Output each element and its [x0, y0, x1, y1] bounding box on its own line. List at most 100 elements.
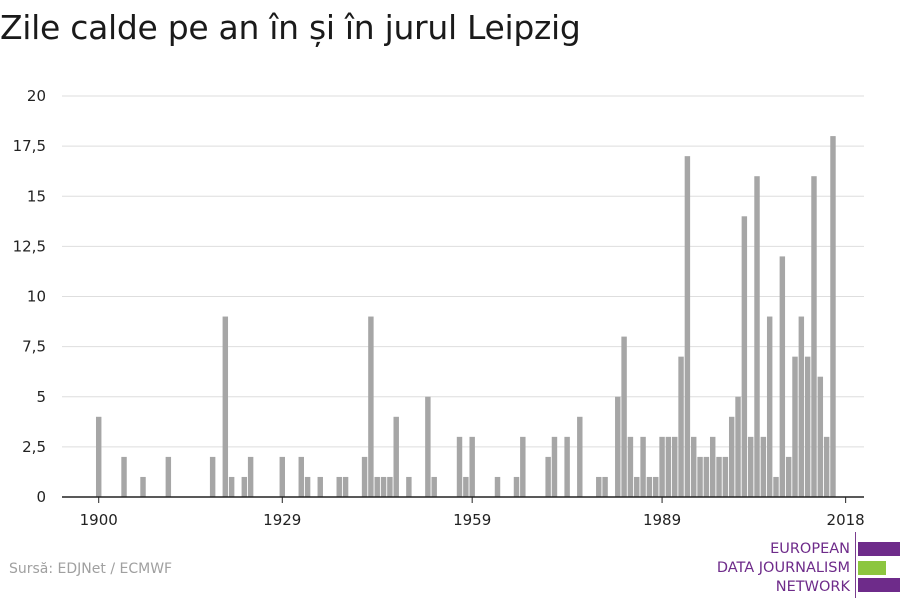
bar-1994 [691, 436, 697, 497]
logo-divider [855, 532, 856, 598]
bar-1944 [374, 476, 380, 497]
bar-1997 [709, 436, 716, 497]
bar-1945 [380, 476, 387, 497]
bar-1999 [722, 456, 729, 497]
bar-1984 [627, 436, 634, 497]
logo-bar-bottom [858, 578, 900, 592]
bar-1958 [463, 476, 469, 497]
bar-1980 [602, 476, 608, 497]
bar-2005 [760, 436, 767, 497]
x-tick-label: 1900 [80, 511, 118, 529]
bar-1924 [247, 456, 254, 497]
logo-line-2: DATA JOURNALISM [716, 560, 850, 576]
bar-1998 [716, 456, 722, 497]
bar-1990 [665, 436, 672, 497]
source-note: Sursă: EDJNet / ECMWF [9, 561, 173, 577]
bar-1983 [621, 336, 627, 497]
bar-1963 [494, 476, 501, 497]
bar-1974 [564, 436, 570, 497]
bar-1911 [165, 456, 172, 497]
bar-1929 [279, 456, 285, 497]
bar-2007 [773, 476, 779, 497]
bar-1920 [222, 316, 229, 497]
logo-line-1: EUROPEAN [770, 541, 850, 557]
bar-1938 [336, 476, 342, 497]
y-tick-label: 2,5 [22, 438, 46, 456]
bar-1947 [393, 416, 399, 497]
axes: 0 2,5 5 7,5 10 12,5 15 17,5 20 1900 1929 1959 1989 20… [13, 87, 865, 529]
bar-1985 [634, 476, 640, 497]
bar-1971 [545, 456, 551, 497]
x-tick-label: 1989 [643, 511, 681, 529]
x-tick-label: 2018 [827, 511, 865, 529]
bar-1987 [646, 476, 653, 497]
x-tick-label: 1959 [453, 511, 491, 529]
bar-1900 [95, 416, 102, 497]
bar-2011 [798, 316, 805, 497]
bar-2008 [779, 256, 786, 497]
bar-1959 [469, 436, 475, 497]
y-tick-label: 7,5 [22, 338, 46, 356]
bar-1923 [241, 476, 248, 497]
bar-1907 [140, 476, 146, 497]
bar-1993 [684, 156, 691, 497]
bar-1989 [659, 436, 665, 497]
x-tick-label: 1929 [263, 511, 301, 529]
bar-1942 [361, 456, 368, 497]
logo-text: EUROPEAN DATA JOURNALISM NETWORK [717, 540, 850, 597]
bar-1966 [513, 476, 520, 497]
bar-1932 [298, 456, 304, 497]
y-tick-label: 0 [36, 488, 46, 506]
bar-1918 [209, 456, 216, 497]
bar-1976 [577, 416, 583, 497]
y-tick-label: 15 [27, 187, 46, 205]
bar-2013 [811, 176, 817, 497]
bar-1982 [615, 396, 621, 497]
bar-1904 [121, 456, 127, 497]
y-tick-label: 10 [27, 288, 46, 306]
bar-1939 [342, 476, 349, 497]
logo-line-3: NETWORK [775, 579, 850, 595]
y-tick-label: 20 [27, 87, 46, 105]
bar-2001 [735, 396, 741, 497]
bar-1921 [228, 476, 235, 497]
bar-2014 [817, 376, 824, 497]
bar-1953 [431, 476, 437, 497]
bar-1979 [596, 476, 602, 497]
bar-2003 [747, 436, 754, 497]
logo-bar-top [858, 542, 900, 556]
bar-1957 [456, 436, 463, 497]
bar-2009 [785, 456, 792, 497]
bar-2016 [830, 136, 836, 497]
bars [95, 136, 836, 498]
chart-title: Zile calde pe an în și în jurul Leipzig [0, 8, 581, 47]
bar-1933 [304, 476, 311, 497]
grid-lines [62, 95, 864, 448]
bar-1988 [653, 476, 659, 497]
bar-1996 [703, 456, 710, 497]
bar-1967 [520, 436, 526, 497]
edjnet-logo: EUROPEAN DATA JOURNALISM NETWORK [712, 532, 900, 598]
bar-1946 [387, 476, 393, 497]
bar-2000 [728, 416, 735, 497]
bar-1991 [672, 436, 678, 497]
bar-1943 [368, 316, 374, 497]
bar-2010 [792, 356, 798, 497]
y-tick-label: 5 [36, 388, 46, 406]
bar-1935 [317, 476, 323, 497]
bar-2004 [754, 176, 760, 497]
logo-bar-middle [858, 561, 886, 575]
bar-2006 [766, 316, 773, 497]
bar-1952 [425, 396, 431, 497]
bar-1992 [678, 356, 684, 497]
y-tick-label: 12,5 [13, 237, 46, 255]
y-tick-label: 17,5 [13, 137, 46, 155]
bar-1949 [406, 476, 412, 497]
bar-2015 [823, 436, 830, 497]
bar-2002 [741, 216, 748, 498]
bar-1995 [697, 456, 703, 497]
bar-2012 [804, 356, 811, 497]
bar-1972 [551, 436, 558, 497]
bar-1986 [640, 436, 646, 497]
